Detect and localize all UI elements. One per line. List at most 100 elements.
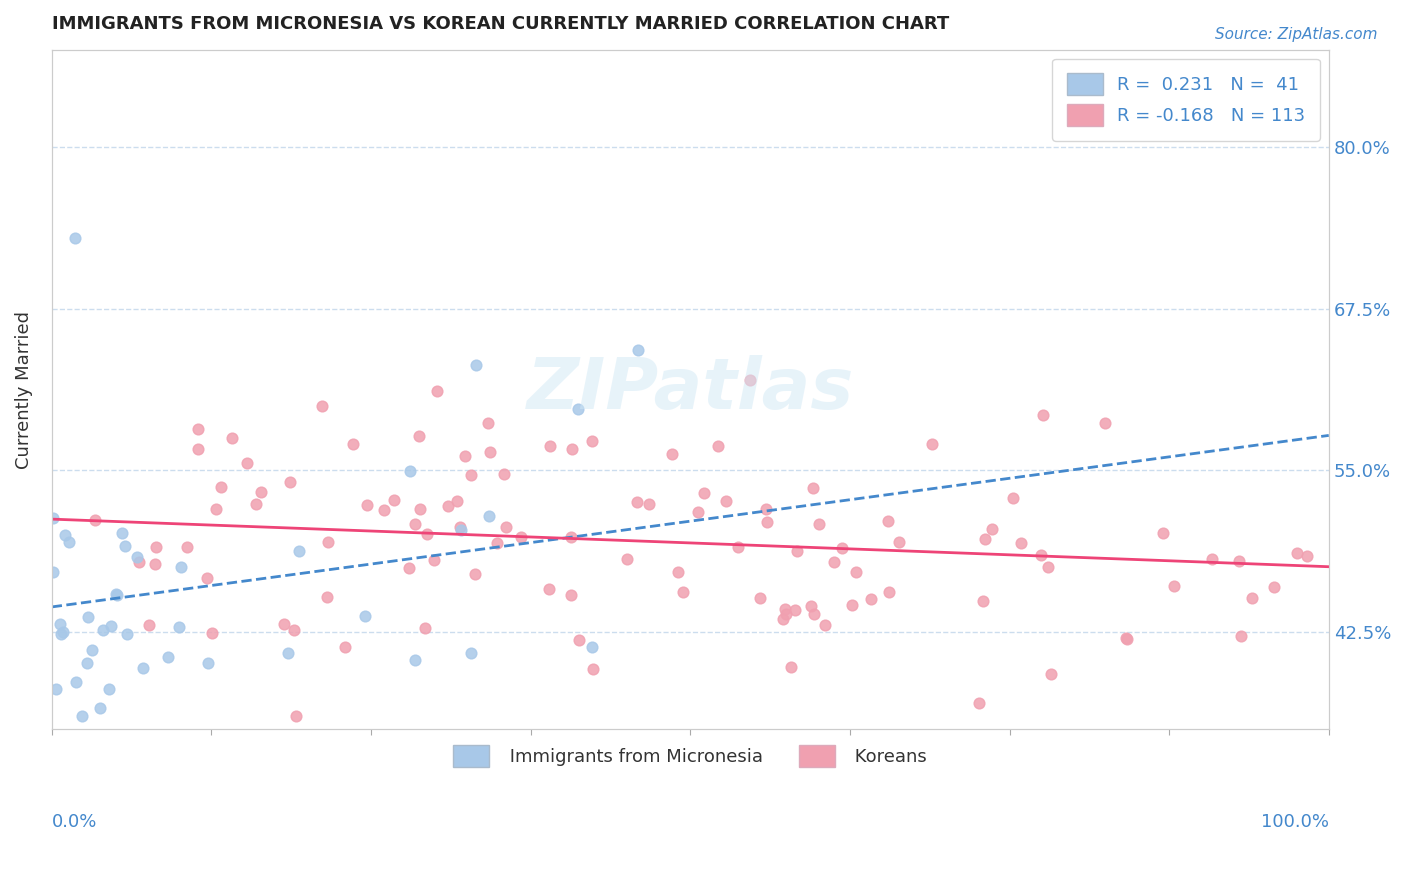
- Point: [285, 709, 308, 723]
- Point: [582, 662, 605, 676]
- Point: [877, 514, 900, 528]
- Point: [877, 585, 900, 599]
- Point: [693, 485, 716, 500]
- Point: [672, 584, 695, 599]
- Point: [404, 653, 426, 667]
- Point: [1032, 408, 1054, 422]
- Point: [409, 502, 432, 516]
- Point: [143, 557, 166, 571]
- Point: [76, 656, 98, 670]
- Point: [454, 449, 477, 463]
- Point: [1010, 535, 1032, 549]
- Point: [1230, 629, 1253, 643]
- Point: [145, 540, 167, 554]
- Point: [494, 467, 516, 481]
- Point: [127, 549, 149, 564]
- Point: [65, 675, 87, 690]
- Point: [80, 643, 103, 657]
- Point: [479, 444, 502, 458]
- Point: [52, 625, 75, 640]
- Point: [967, 697, 990, 711]
- Point: [464, 567, 486, 582]
- Point: [245, 497, 267, 511]
- Point: [42, 565, 65, 579]
- Point: [201, 626, 224, 640]
- Point: [89, 700, 111, 714]
- Point: [131, 661, 153, 675]
- Point: [288, 544, 311, 558]
- Point: [63, 230, 86, 244]
- Point: [114, 539, 136, 553]
- Point: [111, 526, 134, 541]
- Point: [1163, 579, 1185, 593]
- Point: [278, 475, 301, 489]
- Point: [486, 536, 509, 550]
- Point: [755, 501, 778, 516]
- Point: [567, 401, 589, 416]
- Point: [84, 513, 107, 527]
- Point: [1116, 632, 1139, 646]
- Point: [91, 623, 114, 637]
- Point: [1094, 416, 1116, 430]
- Point: [773, 602, 796, 616]
- Point: [495, 520, 517, 534]
- Text: Source: ZipAtlas.com: Source: ZipAtlas.com: [1215, 27, 1378, 42]
- Text: 100.0%: 100.0%: [1261, 814, 1329, 831]
- Point: [581, 640, 603, 654]
- Point: [801, 481, 824, 495]
- Point: [460, 468, 482, 483]
- Point: [786, 544, 808, 558]
- Point: [772, 612, 794, 626]
- Point: [128, 555, 150, 569]
- Point: [921, 437, 943, 451]
- Point: [235, 456, 257, 470]
- Point: [1031, 548, 1053, 562]
- Point: [221, 431, 243, 445]
- Point: [1285, 546, 1308, 560]
- Point: [342, 437, 364, 451]
- Point: [538, 439, 561, 453]
- Point: [195, 571, 218, 585]
- Point: [413, 621, 436, 635]
- Point: [315, 590, 337, 604]
- Point: [104, 587, 127, 601]
- Point: [311, 399, 333, 413]
- Point: [1115, 632, 1137, 646]
- Point: [560, 587, 582, 601]
- Point: [169, 620, 191, 634]
- Point: [48, 617, 70, 632]
- Point: [399, 464, 422, 478]
- Point: [138, 617, 160, 632]
- Point: [105, 588, 128, 602]
- Text: IMMIGRANTS FROM MICRONESIA VS KOREAN CURRENTLY MARRIED CORRELATION CHART: IMMIGRANTS FROM MICRONESIA VS KOREAN CUR…: [52, 15, 949, 33]
- Point: [560, 530, 582, 544]
- Point: [748, 591, 770, 606]
- Point: [250, 485, 273, 500]
- Point: [404, 516, 426, 531]
- Point: [354, 608, 377, 623]
- Point: [738, 373, 761, 387]
- Point: [627, 343, 650, 357]
- Point: [581, 434, 603, 449]
- Point: [706, 439, 728, 453]
- Point: [51, 627, 73, 641]
- Point: [845, 565, 868, 579]
- Legend:  Immigrants from Micronesia,  Koreans: Immigrants from Micronesia, Koreans: [446, 739, 935, 774]
- Point: [209, 480, 232, 494]
- Point: [42, 511, 65, 525]
- Point: [58, 534, 80, 549]
- Point: [666, 565, 689, 579]
- Point: [981, 522, 1004, 536]
- Point: [316, 535, 339, 549]
- Point: [115, 627, 138, 641]
- Point: [1002, 491, 1025, 505]
- Point: [568, 632, 591, 647]
- Point: [887, 535, 910, 549]
- Point: [100, 619, 122, 633]
- Point: [197, 656, 219, 670]
- Point: [561, 442, 583, 456]
- Text: ZIPatlas: ZIPatlas: [527, 355, 853, 424]
- Point: [727, 540, 749, 554]
- Point: [204, 502, 226, 516]
- Point: [626, 494, 648, 508]
